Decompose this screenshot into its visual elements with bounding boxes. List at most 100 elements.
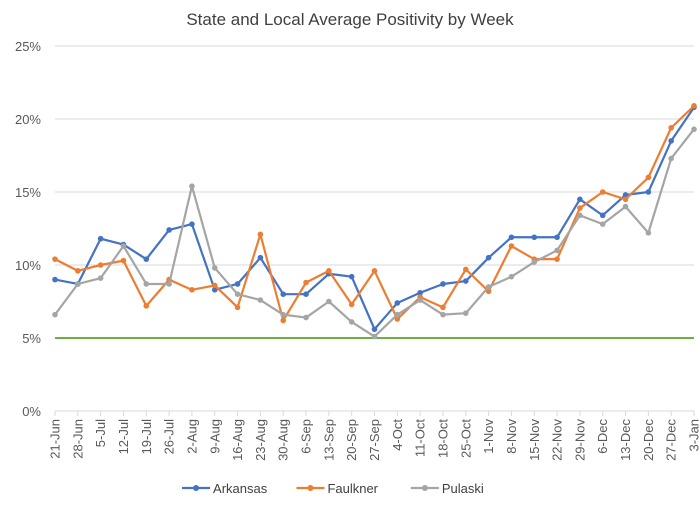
data-point-arkansas xyxy=(417,289,423,296)
x-tick-label: 27-Sep xyxy=(367,419,382,461)
data-point-pulaski xyxy=(75,281,81,287)
data-point-pulaski xyxy=(189,183,195,189)
data-point-arkansas xyxy=(303,291,309,298)
data-point-faulkner xyxy=(394,316,401,322)
data-point-pulaski xyxy=(417,297,423,303)
data-point-pulaski xyxy=(691,126,697,133)
data-point-arkansas xyxy=(599,212,606,219)
y-tick-label: 25% xyxy=(15,39,41,54)
data-point-pulaski xyxy=(348,319,355,325)
data-point-faulkner xyxy=(303,279,309,286)
data-point-pulaski xyxy=(280,311,287,318)
data-point-faulkner xyxy=(554,256,560,262)
series-arkansas xyxy=(52,104,697,333)
y-tick-label: 5% xyxy=(22,331,41,346)
x-tick-label: 18-Oct xyxy=(435,419,450,458)
legend: Arkansas Faulkner Pulaski xyxy=(182,481,484,496)
data-point-arkansas xyxy=(508,234,515,241)
data-point-pulaski xyxy=(257,297,264,303)
x-tick-label: 21-Jun xyxy=(48,419,63,459)
y-tick-label: 20% xyxy=(15,112,41,127)
y-axis-tick-labels: 0% 5% 10% 15% 20% 25% xyxy=(15,39,41,419)
data-point-faulkner xyxy=(280,317,287,324)
data-point-arkansas xyxy=(645,189,652,195)
data-point-faulkner xyxy=(599,189,606,195)
data-point-pulaski xyxy=(143,281,150,287)
data-point-faulkner xyxy=(52,256,58,262)
y-tick-label: 0% xyxy=(22,404,41,419)
data-point-faulkner xyxy=(691,103,697,109)
data-point-arkansas xyxy=(166,227,172,233)
x-tick-label: 26-Jul xyxy=(162,419,177,455)
data-point-arkansas xyxy=(485,254,492,261)
data-point-faulkner xyxy=(371,268,378,274)
x-tick-label: 6-Sep xyxy=(299,419,314,454)
x-tick-label: 1-Nov xyxy=(481,419,496,454)
x-tick-label: 3-Jan xyxy=(687,419,700,452)
data-point-arkansas xyxy=(280,291,287,298)
series-line-arkansas xyxy=(54,106,695,331)
legend-item-faulkner: Faulkner xyxy=(296,481,379,496)
data-point-arkansas xyxy=(189,221,195,227)
x-tick-label: 30-Aug xyxy=(276,419,291,461)
gridlines xyxy=(55,45,694,339)
data-point-arkansas xyxy=(622,192,629,198)
series-layer xyxy=(52,103,697,340)
data-point-pulaski xyxy=(508,273,515,280)
data-point-pulaski xyxy=(485,284,492,290)
data-point-pulaski xyxy=(120,243,127,249)
data-point-faulkner xyxy=(326,268,332,274)
data-point-pulaski xyxy=(326,298,332,305)
data-point-pulaski xyxy=(577,212,583,219)
x-tick-label: 13-Dec xyxy=(618,419,633,461)
x-tick-label: 4-Oct xyxy=(390,419,405,451)
data-point-faulkner xyxy=(508,243,515,249)
x-tick-label: 15-Nov xyxy=(527,419,542,461)
data-point-pulaski xyxy=(394,311,401,318)
data-point-arkansas xyxy=(211,287,218,293)
legend-label-pulaski: Pulaski xyxy=(442,481,484,496)
x-tick-label: 11-Oct xyxy=(413,419,428,457)
data-point-pulaski xyxy=(554,247,560,254)
series-line-pulaski xyxy=(54,128,695,338)
data-point-pulaski xyxy=(462,310,469,316)
x-tick-label: 20-Dec xyxy=(641,419,656,461)
data-point-pulaski xyxy=(599,221,606,227)
data-point-arkansas xyxy=(143,256,150,262)
data-point-faulkner xyxy=(462,266,469,273)
x-tick-label: 20-Sep xyxy=(344,419,359,461)
data-point-arkansas xyxy=(97,235,104,242)
x-tick-label: 2-Aug xyxy=(184,419,199,454)
x-tick-label: 22-Nov xyxy=(550,419,565,461)
data-point-faulkner xyxy=(668,124,674,131)
data-point-arkansas xyxy=(668,138,674,144)
x-tick-label: 19-Jul xyxy=(139,419,154,455)
data-point-arkansas xyxy=(348,273,355,280)
legend-label-faulkner: Faulkner xyxy=(327,481,378,496)
data-point-pulaski xyxy=(440,311,446,318)
x-tick-label: 25-Oct xyxy=(458,419,473,458)
data-point-pulaski xyxy=(234,291,241,298)
data-point-arkansas xyxy=(234,281,241,287)
data-point-arkansas xyxy=(394,300,401,306)
data-point-faulkner xyxy=(577,205,583,211)
data-point-arkansas xyxy=(371,326,378,333)
data-point-faulkner xyxy=(645,174,652,181)
y-tick-label: 15% xyxy=(15,185,41,200)
x-tick-label: 27-Dec xyxy=(664,419,679,461)
x-tick-label: 5-Jul xyxy=(93,419,108,447)
data-point-faulkner xyxy=(440,304,446,311)
x-tick-label: 8-Nov xyxy=(504,419,519,454)
data-point-faulkner xyxy=(348,301,355,308)
y-tick-label: 10% xyxy=(15,258,41,273)
data-point-arkansas xyxy=(257,254,264,261)
legend-marker-arkansas xyxy=(193,485,200,491)
data-point-pulaski xyxy=(668,155,674,162)
x-tick-label: 29-Nov xyxy=(572,419,587,461)
x-tick-label: 16-Aug xyxy=(230,419,245,461)
x-tick-label: 23-Aug xyxy=(253,419,268,461)
data-point-arkansas xyxy=(52,276,58,283)
chart-title: State and Local Average Positivity by We… xyxy=(186,10,514,29)
